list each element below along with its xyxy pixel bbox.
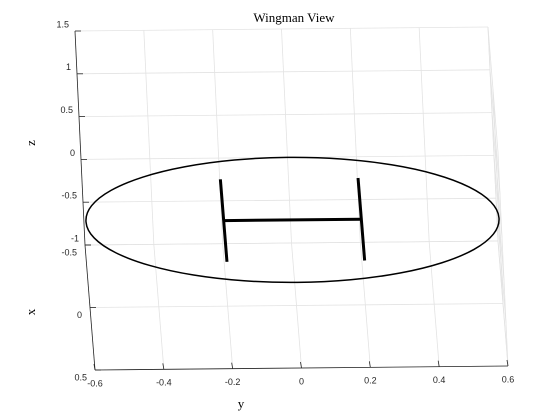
z-tick-label: 0 (70, 148, 75, 158)
grid-line (349, 28, 361, 243)
x-tick-label: -0.5 (61, 247, 77, 257)
grid-line (487, 26, 499, 153)
y-tick-label: 0.6 (502, 374, 515, 384)
grid-line (418, 27, 430, 242)
y-tick-label: 0 (299, 376, 304, 386)
z-tick-label: 0.5 (60, 105, 73, 115)
tick-mark (506, 359, 509, 367)
grid-line (76, 69, 491, 75)
grid-line (78, 112, 493, 117)
z-tick-label: -1 (71, 233, 79, 243)
tick-mark (368, 361, 371, 368)
tick-mark (162, 363, 165, 370)
y-axis-label: y (238, 396, 245, 411)
grid-line (212, 29, 224, 244)
y-tick-label: 0.4 (433, 375, 446, 385)
data-line (85, 156, 500, 284)
z-tick-label: 1 (66, 62, 71, 72)
grid-line (497, 240, 509, 367)
z-tick-label: 1.5 (56, 19, 69, 29)
grid-line (89, 303, 504, 308)
grid-line (281, 28, 292, 244)
tick-mark (93, 363, 96, 371)
data-line (223, 217, 362, 223)
y-tick-label: 0.2 (364, 376, 377, 386)
grid-line (84, 240, 499, 246)
grid-line (82, 197, 497, 203)
grid-line (74, 26, 489, 32)
y-tick-label: -0.4 (156, 378, 172, 388)
z-axis-label: z (23, 140, 38, 146)
z-tick-label: -0.5 (61, 191, 77, 201)
grid-line (491, 112, 503, 238)
y-tick-label: -0.6 (87, 378, 103, 388)
grid-line (489, 69, 501, 195)
tick-mark (231, 362, 234, 369)
x-axis-label: x (23, 308, 38, 315)
chart-title: Wingman View (253, 10, 335, 25)
y-tick-label: -0.2 (225, 377, 241, 387)
tick-mark (300, 361, 302, 369)
tick-mark (437, 360, 440, 367)
axis-line (74, 30, 86, 246)
x-tick-label: 0 (77, 310, 82, 320)
x-tick-label: 0.5 (74, 372, 87, 382)
grid-line (143, 30, 155, 245)
grid-line (495, 198, 507, 324)
